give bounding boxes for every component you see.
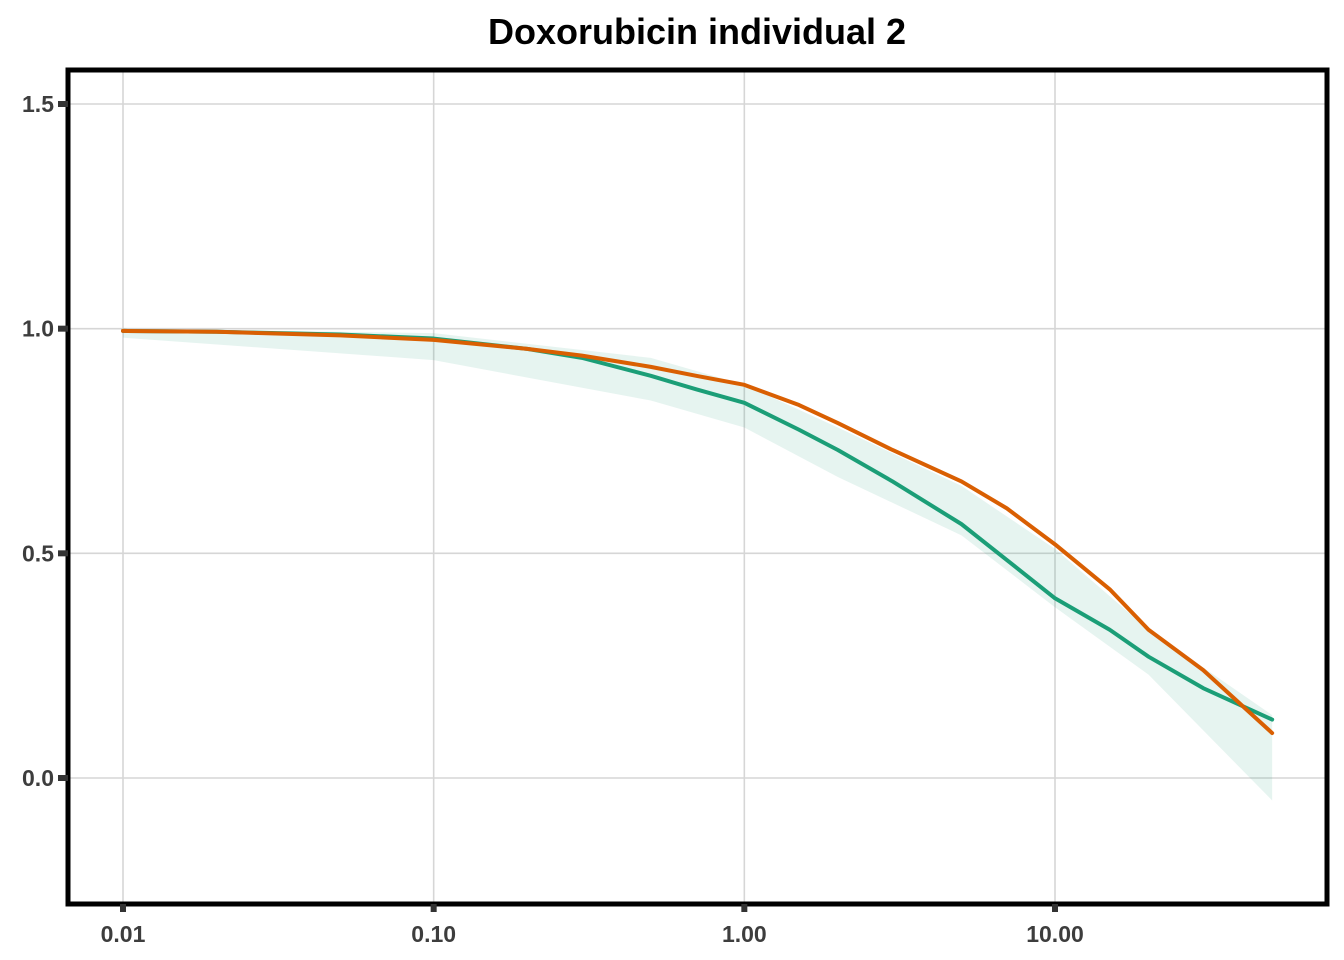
series-lines xyxy=(121,328,1275,736)
x-tick-label: 10.00 xyxy=(1026,921,1084,947)
confidence-band xyxy=(123,328,1273,801)
y-tick-label: 0.0 xyxy=(22,765,54,791)
y-tick-label: 0.5 xyxy=(22,540,54,566)
series-line-1 xyxy=(121,328,1275,722)
y-tick-label: 1.0 xyxy=(22,316,54,342)
x-tick-label: 1.00 xyxy=(722,921,767,947)
axis-ticks: 0.01 0.10 1.00 10.00 0.0 0.5 1.0 1.5 xyxy=(22,91,1084,947)
confidence-band-area xyxy=(123,328,1273,801)
chart-title: Doxorubicin individual 2 xyxy=(488,11,906,52)
y-tick-label: 1.5 xyxy=(22,91,54,117)
panel-border xyxy=(65,67,1330,907)
x-tick-label: 0.01 xyxy=(101,921,146,947)
x-tick-label: 0.10 xyxy=(411,921,456,947)
grid-lines xyxy=(68,70,1327,904)
series-line-2 xyxy=(121,328,1275,736)
